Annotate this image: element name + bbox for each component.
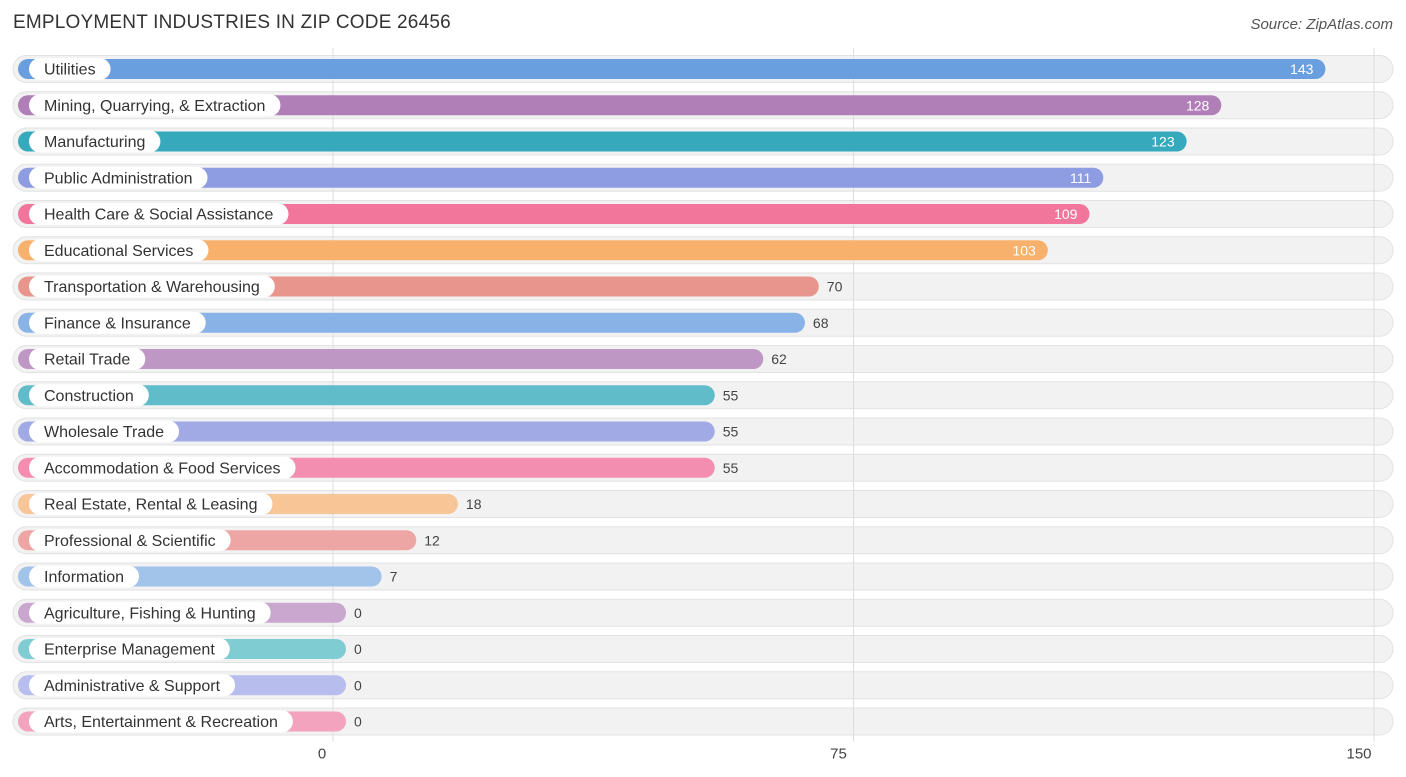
value-label: 55 [723,387,739,403]
value-label: 7 [390,569,398,585]
chart-title: EMPLOYMENT INDUSTRIES IN ZIP CODE 26456 [13,12,451,33]
row-background [12,635,1394,663]
value-label: 123 [1151,134,1175,150]
category-label: Wholesale Trade [44,424,164,441]
category-label-pill [29,311,206,334]
category-label: Educational Services [44,243,193,260]
x-tick-label: 150 [1346,746,1371,763]
value-label: 103 [1012,242,1036,258]
bar [18,349,764,369]
value-label: 70 [827,279,843,295]
category-label: Finance & Insurance [44,315,191,332]
bar [18,131,1187,152]
category-label: Enterprise Management [44,642,215,659]
category-label-pill [29,529,231,552]
bar [18,240,1048,261]
category-label-pill [29,348,146,370]
value-label: 0 [354,714,362,730]
value-label: 62 [771,351,787,367]
value-label: 111 [1070,170,1091,186]
category-label: Information [44,569,124,586]
category-label: Manufacturing [44,134,145,151]
category-label: Mining, Quarrying, & Extraction [44,98,265,115]
value-label: 128 [1186,97,1210,113]
value-label: 12 [424,532,440,548]
category-label: Construction [44,388,134,405]
category-label-pill [29,384,149,407]
category-label: Agriculture, Fishing & Hunting [44,605,256,622]
bar [18,312,805,333]
category-label-pill [29,710,293,733]
value-label: 0 [354,605,362,621]
category-label: Professional & Scientific [44,533,216,550]
category-label-pill [29,58,111,80]
category-label: Transportation & Warehousing [44,279,260,296]
value-label: 0 [354,677,362,693]
x-tick-label: 0 [318,746,326,763]
bar [18,59,1326,79]
category-label-pill [29,456,296,479]
row-background [12,598,1394,627]
category-label-pill [29,420,180,443]
value-label: 55 [723,460,739,476]
value-label: 68 [813,315,829,331]
category-label: Health Care & Social Assistance [44,207,274,224]
category-label-pill [29,130,161,153]
category-label-pill [29,94,281,117]
category-label-pill [29,203,289,225]
x-tick-label: 75 [830,746,847,763]
bar [18,421,715,442]
value-label: 109 [1054,206,1078,222]
x-axis-ticks: 0 75 150 [318,746,1372,763]
category-label: Accommodation & Food Services [44,460,281,477]
value-label: 18 [466,496,482,512]
bar [18,385,715,406]
category-label-pill [29,674,236,697]
category-label: Arts, Entertainment & Recreation [44,714,278,731]
category-label-pill [29,493,273,515]
category-label: Public Administration [44,170,193,187]
category-label-pill [29,638,230,660]
category-label-pill [29,166,208,189]
category-label-pill [29,601,271,624]
category-label: Retail Trade [44,352,130,369]
chart-source: Source: ZipAtlas.com [1250,16,1393,33]
category-label: Real Estate, Rental & Leasing [44,497,257,514]
row-background [12,671,1394,700]
category-label-pill [29,275,275,298]
value-label: 55 [723,424,739,440]
bar [18,95,1222,116]
category-label-pill [29,239,209,262]
chart-bars: Utilities 143 Mining, Quarrying, & Extract… [18,58,1326,733]
category-label: Administrative & Support [44,678,221,695]
category-label-pill [29,565,140,588]
bar [18,167,1104,188]
value-label: 0 [354,641,362,657]
row-background [12,707,1394,736]
value-label: 143 [1290,61,1314,77]
category-label: Utilities [44,62,96,79]
